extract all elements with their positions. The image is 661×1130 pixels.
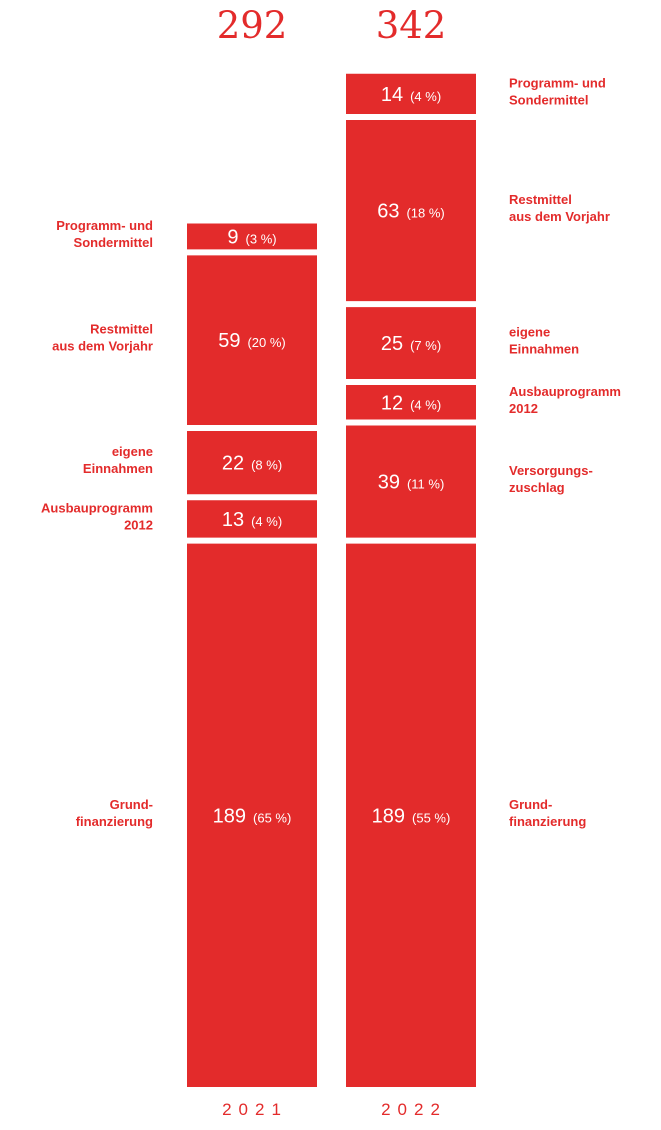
segment-pct: (11 %) (407, 477, 444, 492)
segment-2022-2 (346, 385, 476, 420)
category-label-line: eigene (112, 444, 153, 459)
category-label-line: Sondermittel (509, 92, 588, 107)
total-label-2021: 292 (217, 4, 288, 47)
segment-pct: (3 %) (246, 231, 277, 246)
category-label: Grund-finanzierung (76, 797, 153, 829)
total-label-2022: 342 (376, 4, 447, 47)
category-label: Programm- und Sondermittel (509, 75, 606, 107)
segment-2022-3 (346, 307, 476, 379)
segment-value-label: 12 (4 %) (381, 392, 441, 414)
segment-2022-5 (346, 73, 476, 114)
segment-value: 39 (378, 472, 400, 494)
category-label-line: Ausbauprogramm (509, 384, 621, 399)
category-label-line: Einnahmen (83, 461, 153, 476)
segment-value-label: 189 (55 %) (372, 805, 451, 827)
segment-value: 13 (222, 509, 244, 531)
segment-value-label: 39 (11 %) (378, 472, 445, 494)
category-label: Ausbauprogramm 2012 (509, 384, 621, 416)
segment-value-label: 14 (4 %) (381, 84, 441, 106)
category-label-line: eigene (509, 325, 550, 340)
segment-value: 59 (218, 330, 240, 352)
segment-pct: (4 %) (410, 89, 441, 104)
segment-pct: (7 %) (410, 338, 441, 353)
segment-pct: (8 %) (251, 458, 282, 473)
category-label-line: Sondermittel (74, 235, 153, 250)
year-label-2022: 2022 (381, 1100, 447, 1119)
segment-2021-1 (187, 500, 317, 538)
segment-value: 189 (372, 805, 405, 827)
segment-value: 14 (381, 84, 403, 106)
segment-pct: (4 %) (410, 397, 441, 412)
segment-value-label: 13 (4 %) (222, 509, 282, 531)
segment-2021-3 (187, 255, 317, 425)
segment-value: 12 (381, 392, 403, 414)
segment-value-label: 59 (20 %) (218, 330, 286, 352)
segment-pct: (20 %) (247, 335, 285, 350)
category-label-line: finanzierung (509, 814, 586, 829)
segment-value: 22 (222, 453, 244, 475)
segment-value-label: 63 (18 %) (377, 201, 445, 223)
category-label-line: Restmittel (90, 322, 153, 337)
segment-pct: (55 %) (412, 810, 450, 825)
segment-pct: (18 %) (406, 206, 444, 221)
segment-value-label: 25 (7 %) (381, 333, 441, 355)
bar-2022: 342 2022 189 (55 %) Grund-finanzierung 39 (11 … (346, 4, 621, 1119)
segment-value-label: 9 (3 %) (227, 226, 276, 248)
segment-value: 189 (213, 805, 246, 827)
segment-2021-4 (187, 223, 317, 250)
bar-2021: 292 2021 189 (65 %) Grund-finanzierung 13 (4 %… (41, 4, 317, 1119)
segment-value-label: 22 (8 %) (222, 453, 282, 475)
category-label-line: Programm- und (56, 218, 153, 233)
category-label: Ausbauprogramm 2012 (41, 500, 153, 532)
category-label-line: aus dem Vorjahr (509, 209, 610, 224)
segment-2021-2 (187, 431, 317, 495)
category-label: Restmittel aus dem Vorjahr (509, 192, 610, 224)
segment-2022-4 (346, 120, 476, 302)
category-label-line: Grund- (110, 797, 153, 812)
category-label-line: 2012 (124, 517, 153, 532)
segment-2022-1 (346, 425, 476, 538)
category-label-line: Grund- (509, 797, 552, 812)
segment-2021-0 (187, 543, 317, 1087)
category-label-line: Ausbauprogramm (41, 500, 153, 515)
category-label-line: 2012 (509, 401, 538, 416)
category-label: Programm- und Sondermittel (56, 218, 153, 250)
category-label-line: zuschlag (509, 480, 565, 495)
segment-value: 9 (227, 226, 238, 248)
category-label-line: Programm- und (509, 75, 606, 90)
year-label-2021: 2021 (222, 1100, 288, 1119)
segment-value-label: 189 (65 %) (213, 805, 292, 827)
category-label-line: finanzierung (76, 814, 153, 829)
category-label-line: Restmittel (509, 192, 572, 207)
segment-pct: (4 %) (251, 514, 282, 529)
segment-value: 25 (381, 333, 403, 355)
category-label: Versorgungs-zuschlag (509, 463, 593, 495)
category-label-line: Versorgungs- (509, 463, 593, 478)
category-label-line: Einnahmen (509, 342, 579, 357)
category-label: Grund-finanzierung (509, 797, 586, 829)
segment-value: 63 (377, 201, 399, 223)
category-label: Restmittel aus dem Vorjahr (52, 322, 153, 354)
category-label-line: aus dem Vorjahr (52, 339, 153, 354)
segment-2022-0 (346, 543, 476, 1087)
category-label: eigene Einnahmen (83, 444, 153, 476)
category-label: eigene Einnahmen (509, 325, 579, 357)
segment-pct: (65 %) (253, 810, 291, 825)
